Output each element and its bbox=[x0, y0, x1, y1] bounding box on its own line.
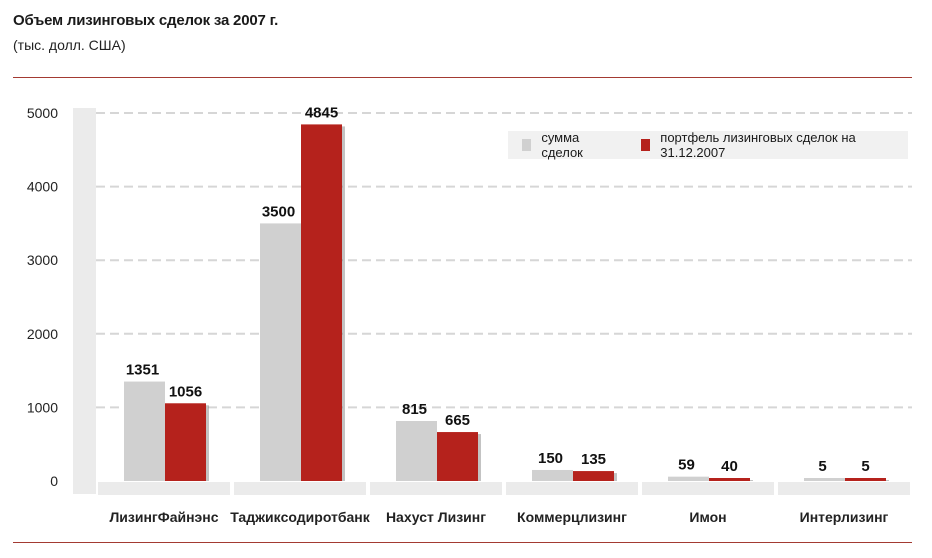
y-tick-label: 2000 bbox=[27, 326, 58, 342]
legend-swatch-sum bbox=[522, 139, 532, 151]
bar-sum bbox=[804, 478, 845, 481]
bar-portfolio bbox=[301, 124, 342, 482]
data-label-sum: 150 bbox=[538, 450, 563, 467]
bar-portfolio bbox=[437, 432, 478, 481]
category-axis-segment bbox=[234, 482, 366, 495]
bar-portfolio bbox=[165, 403, 206, 481]
data-label-portfolio: 665 bbox=[445, 412, 470, 429]
legend-item-portfolio: портфель лизинговых сделок на 31.12.2007 bbox=[640, 130, 908, 160]
y-tick-label: 4000 bbox=[27, 179, 58, 195]
data-label-portfolio: 4845 bbox=[305, 104, 338, 121]
x-tick-label: Таджикcодиротбанк bbox=[230, 509, 371, 525]
category-axis-segment bbox=[642, 482, 774, 495]
legend-swatch-portfolio bbox=[640, 139, 651, 151]
y-tick-label: 3000 bbox=[27, 252, 58, 268]
x-tick-label: Интерлизинг bbox=[800, 509, 889, 525]
axis-band bbox=[73, 108, 96, 494]
x-tick-label: Нахуст Лизинг bbox=[386, 509, 486, 525]
bar-portfolio bbox=[573, 471, 614, 481]
chart-subtitle: (тыс. долл. США) bbox=[13, 37, 126, 53]
category-axis-segment bbox=[370, 482, 502, 495]
category-axis-segment bbox=[506, 482, 638, 495]
data-label-portfolio: 40 bbox=[721, 458, 738, 475]
category-axis-segment bbox=[98, 482, 230, 495]
x-tick-label: ЛизингФайнэнс bbox=[109, 509, 218, 525]
bar-portfolio bbox=[845, 478, 886, 481]
bar-sum bbox=[124, 381, 165, 481]
data-label-portfolio: 1056 bbox=[169, 383, 202, 400]
y-tick-label: 0 bbox=[50, 473, 58, 489]
bottom-divider bbox=[13, 542, 912, 543]
legend-label-sum: сумма сделок bbox=[541, 130, 583, 160]
bar-sum bbox=[260, 223, 301, 481]
bar-sum bbox=[668, 476, 709, 481]
data-label-sum: 1351 bbox=[126, 362, 159, 379]
chart-title: Объем лизинговых сделок за 2007 г. bbox=[13, 12, 279, 29]
data-label-sum: 815 bbox=[402, 401, 427, 418]
x-tick-label: Коммерцлизинг bbox=[517, 509, 627, 525]
data-label-portfolio: 5 bbox=[861, 458, 869, 475]
bar-portfolio bbox=[709, 478, 750, 481]
data-label-sum: 3500 bbox=[262, 203, 295, 220]
bar-sum bbox=[396, 421, 437, 481]
data-label-sum: 5 bbox=[818, 458, 826, 475]
top-divider bbox=[13, 77, 912, 78]
category-axis-segment bbox=[778, 482, 910, 495]
bar-sum bbox=[532, 469, 573, 481]
data-label-portfolio: 135 bbox=[581, 451, 606, 468]
data-label-sum: 59 bbox=[678, 457, 695, 474]
legend-item-sum: сумма сделок bbox=[522, 130, 619, 160]
legend-label-portfolio: портфель лизинговых сделок на 31.12.2007 bbox=[660, 130, 856, 160]
y-tick-label: 1000 bbox=[27, 399, 58, 415]
chart-legend: сумма сделок портфель лизинговых сделок … bbox=[508, 130, 908, 160]
y-tick-label: 5000 bbox=[27, 105, 58, 121]
x-tick-label: Имон bbox=[689, 509, 726, 525]
